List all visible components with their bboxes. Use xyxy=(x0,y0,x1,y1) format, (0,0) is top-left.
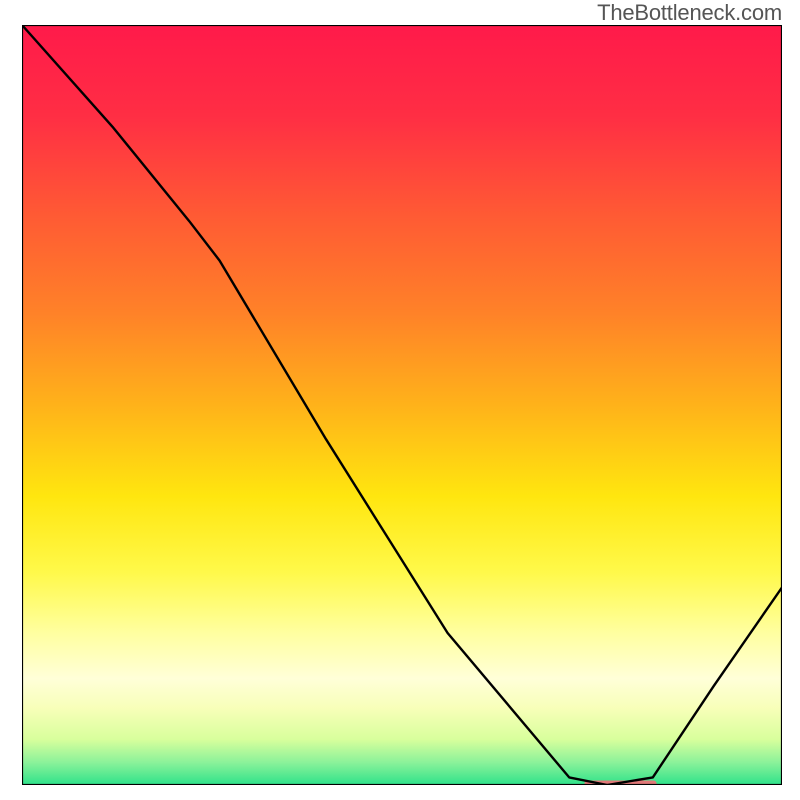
watermark-text: TheBottleneck.com xyxy=(597,0,782,26)
bottleneck-chart xyxy=(22,25,782,785)
gradient-background xyxy=(22,25,782,785)
plot-area xyxy=(22,25,782,785)
